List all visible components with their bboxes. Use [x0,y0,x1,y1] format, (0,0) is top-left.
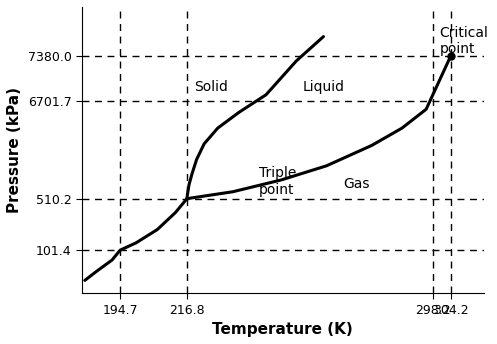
Text: Solid: Solid [194,80,228,94]
Text: Critical
point: Critical point [439,26,488,56]
X-axis label: Temperature (K): Temperature (K) [212,322,353,337]
Text: Gas: Gas [343,178,369,191]
Text: Triple
point: Triple point [258,166,296,196]
Text: Liquid: Liquid [303,80,345,94]
Y-axis label: Pressure (kPa): Pressure (kPa) [7,87,22,213]
